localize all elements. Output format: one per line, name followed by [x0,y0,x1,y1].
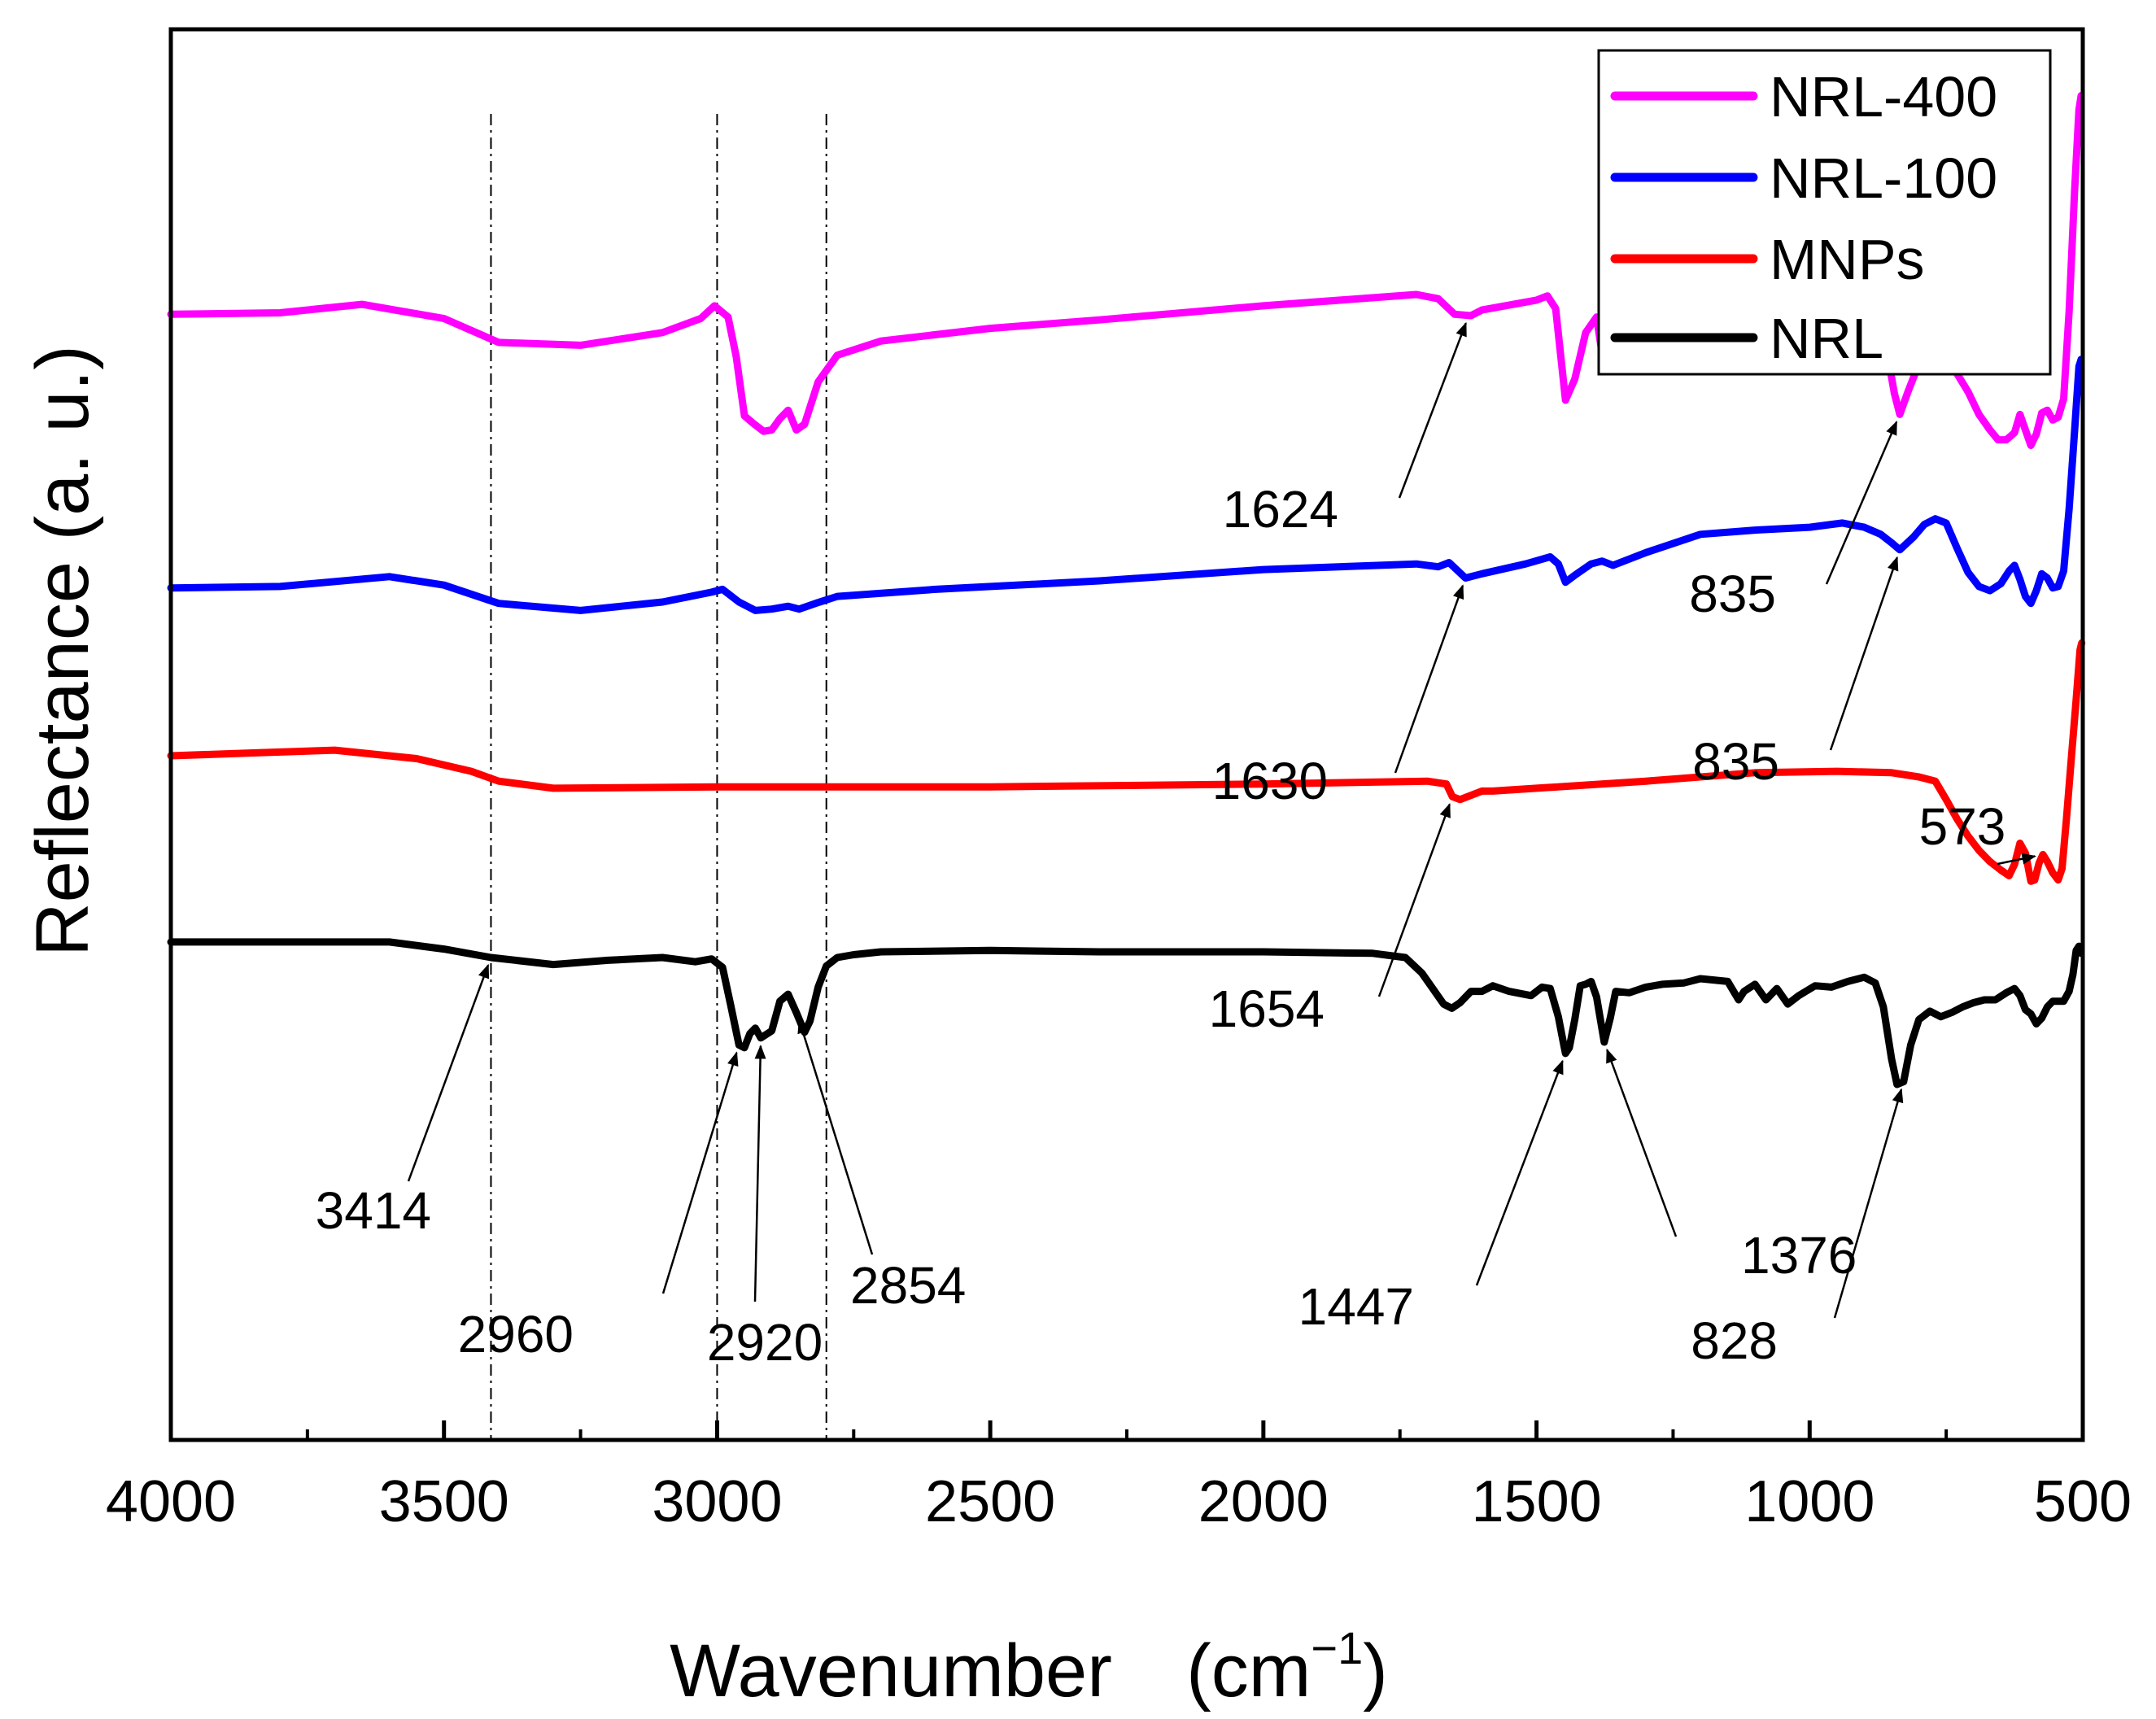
annotation-label-2920: 2920 [707,1313,823,1372]
peak-annotations: 1624 835 1630 835 573 1654 3414 2960 2920 2854 144… [316,321,2036,1372]
annotation-label-1624: 1624 [1223,480,1338,539]
annotation-label-1447: 1447 [1298,1277,1414,1336]
y-axis-title: Reflectance (a. u.) [21,345,104,957]
legend-label-nrl-400: NRL-400 [1770,65,1997,129]
annotation-arrow-2920 [753,1045,766,1302]
x-tick-label: 1000 [1744,1469,1874,1534]
annotation-arrow-2854 [797,1019,874,1255]
annotation-arrow-1376 [1606,1048,1678,1237]
annotation-label-1630: 1630 [1212,752,1328,810]
annotation-arrow-835 [1825,420,1898,585]
x-axis-unit-exponent: −1 [1311,1622,1363,1673]
annotation-label-3414: 3414 [316,1181,431,1240]
annotation-arrow-1624 [1398,321,1467,499]
legend: NRL-400 NRL-100 MNPs NRL [1597,49,2052,376]
annotation-label-835: 835 [1689,565,1776,623]
annotation-label-828: 828 [1691,1311,1778,1370]
annotation-arrow-1630 [1394,584,1464,774]
annotation-label-2960: 2960 [458,1305,574,1363]
series-line-nrl [167,938,2085,1089]
x-tick-label: 500 [2034,1469,2132,1534]
annotation-arrow-828 [1833,1088,1904,1319]
x-axis-ticks: 4000 3500 3000 2500 2000 1500 1000 500 [106,1420,2132,1534]
series-line-nrl-100 [167,356,2085,614]
annotation-arrow-2960 [661,1051,739,1294]
x-axis-unit: (cm−1) [1186,1622,1388,1712]
legend-label-nrl-100: NRL-100 [1770,146,1997,210]
annotation-arrow-3414 [407,963,490,1182]
annotation-arrow-835 [1829,556,1899,751]
x-axis-unit-close: ) [1363,1630,1388,1712]
annotation-arrow-1447 [1475,1059,1564,1286]
x-axis-title: Wavenumber [670,1630,1112,1712]
annotation-arrow-1654 [1377,803,1451,997]
annotation-label-1654: 1654 [1209,979,1325,1038]
annotation-label-1376: 1376 [1741,1226,1857,1285]
x-tick-label: 1500 [1471,1469,1601,1534]
x-tick-label: 2000 [1198,1469,1329,1534]
annotation-label-2854: 2854 [850,1256,966,1315]
series-line-mnps [167,639,2086,885]
legend-box [1597,49,2052,376]
x-tick-label: 3000 [652,1469,782,1534]
annotation-label-573: 573 [1919,797,2006,856]
x-tick-label: 2500 [925,1469,1055,1534]
guide-lines [490,114,827,1440]
x-tick-label: 4000 [106,1469,236,1534]
legend-label-mnps: MNPs [1770,228,1925,291]
annotation-arrow-573 [1997,853,2036,866]
x-tick-label: 3500 [379,1469,509,1534]
legend-label-nrl: NRL [1770,307,1883,370]
annotation-label-835: 835 [1692,732,1779,791]
